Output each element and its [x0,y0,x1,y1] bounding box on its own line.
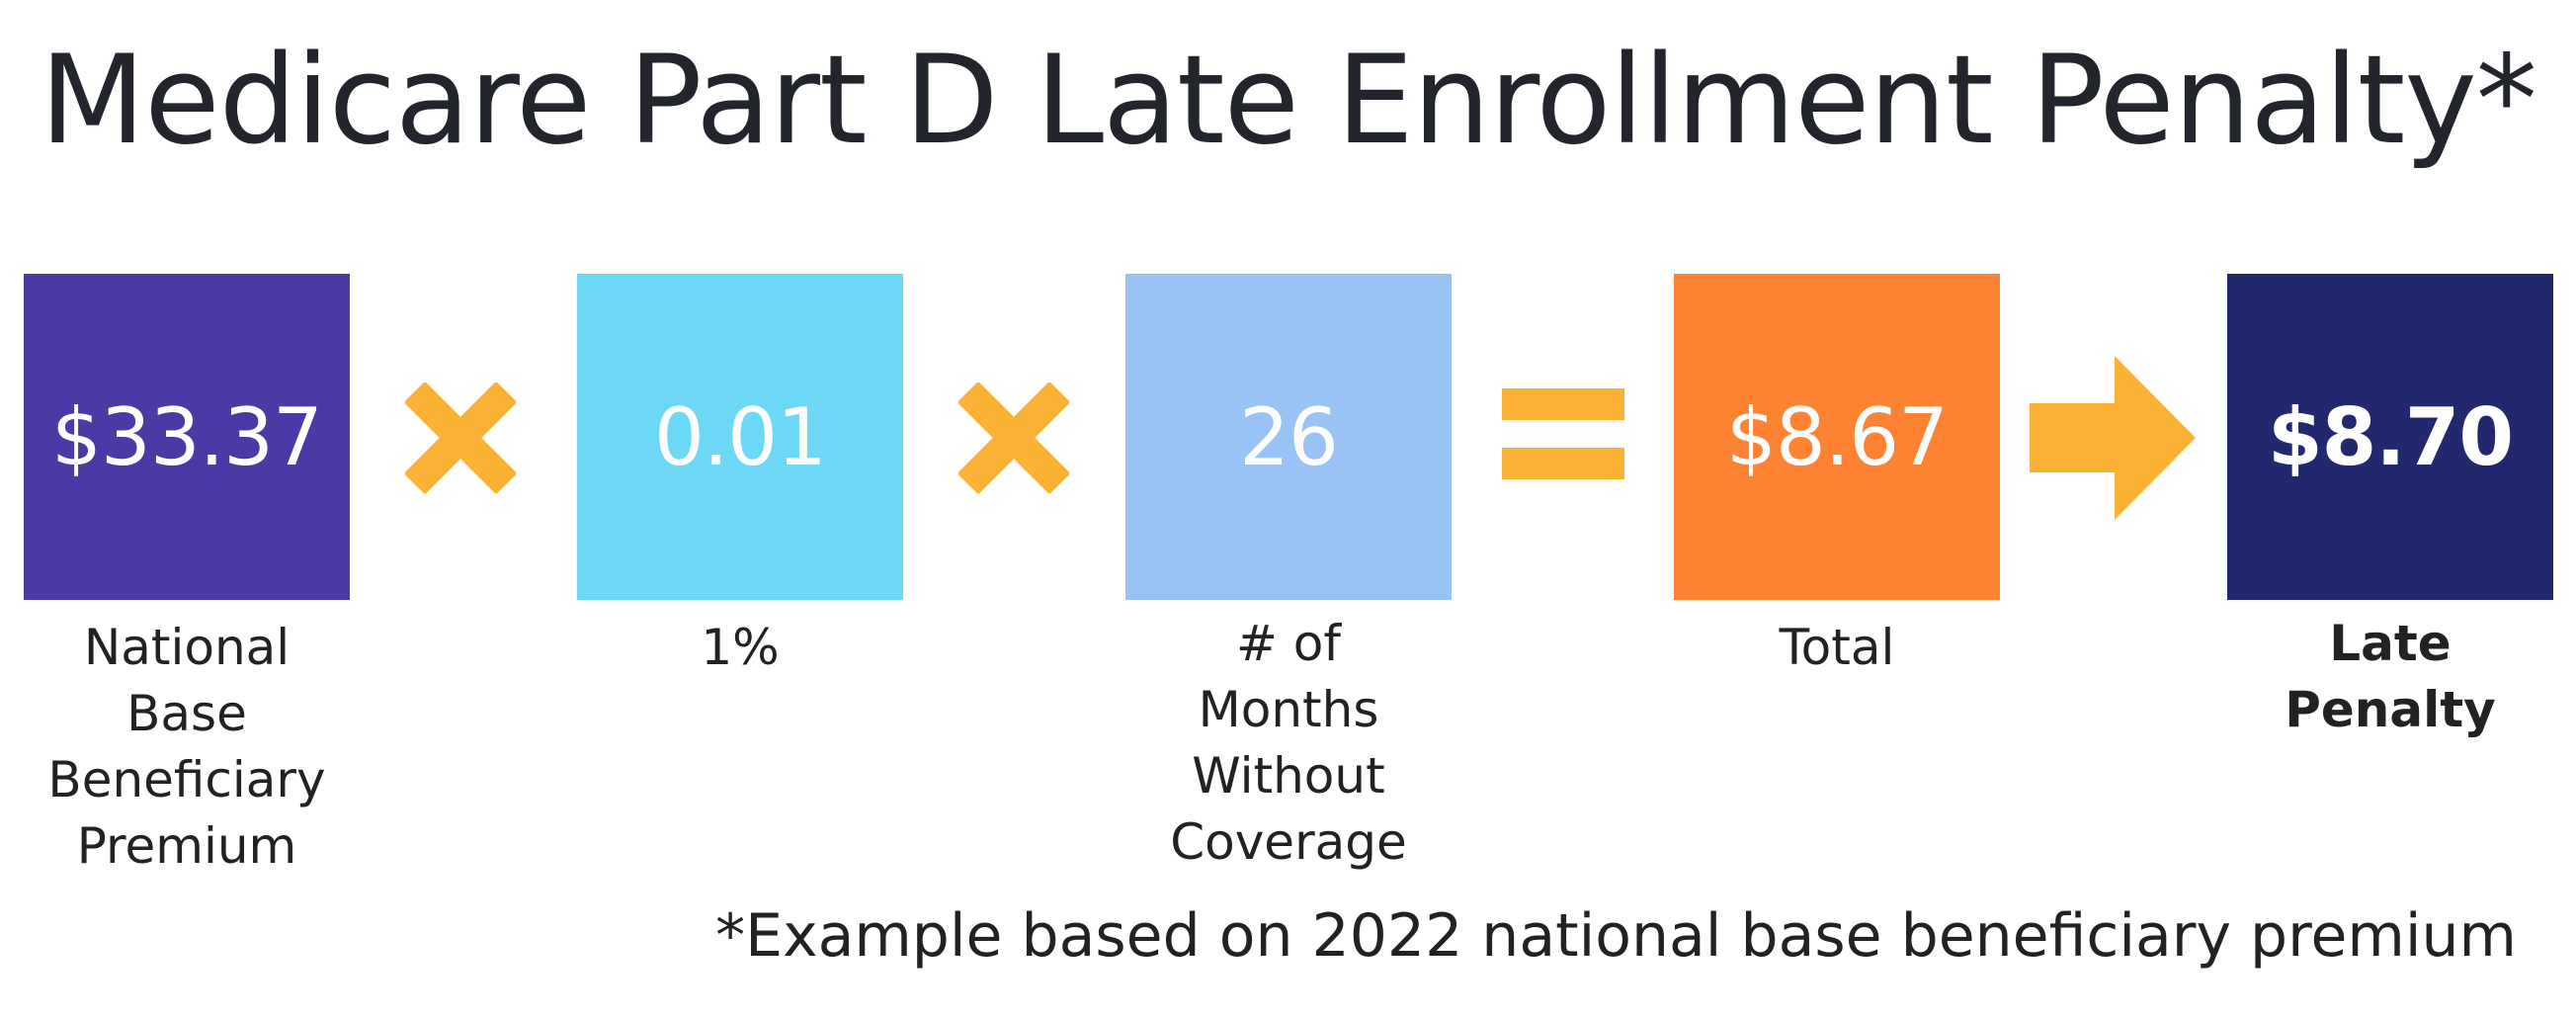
page-title: Medicare Part D Late Enrollment Penalty* [40,30,2536,172]
percent-label: 1% [562,615,918,681]
multiply-icon [958,382,1069,493]
months-label: # of Months Without Coverage [1111,611,1466,876]
premium-value: $33.37 [51,390,323,483]
premium-value-box: $33.37 [24,274,350,600]
total-value: $8.67 [1725,390,1949,483]
total-value-box: $8.67 [1674,274,2000,600]
equals-icon [1502,388,1624,487]
months-value-box: 26 [1125,274,1452,600]
arrow-right-icon [2030,356,2196,520]
late-penalty-value: $8.70 [2267,390,2514,483]
percent-label-line: 1% [701,619,780,676]
total-label: Total [1659,615,2015,681]
late-penalty-label-line: Penalty [2285,681,2496,738]
premium-label-line: Beneficiary [47,751,326,808]
premium-label-line: Premium [76,817,297,875]
premium-label-line: National [83,619,291,676]
late-penalty-label-line: Late [2329,615,2451,672]
months-label-line: Without [1192,747,1385,805]
total-label-line: Total [1779,619,1895,676]
late-penalty-label: Late Penalty [2212,611,2568,743]
months-label-line: Months [1198,681,1379,738]
percent-value-box: 0.01 [577,274,903,600]
premium-label: National Base Beneficiary Premium [9,615,365,880]
late-penalty-value-box: $8.70 [2227,274,2553,600]
months-label-line: Coverage [1170,813,1407,871]
premium-label-line: Base [126,685,247,742]
months-value: 26 [1239,390,1339,483]
multiply-icon [405,382,516,493]
footnote: *Example based on 2022 national base ben… [715,901,2517,971]
percent-value: 0.01 [653,390,827,483]
months-label-line: # of [1236,615,1341,672]
